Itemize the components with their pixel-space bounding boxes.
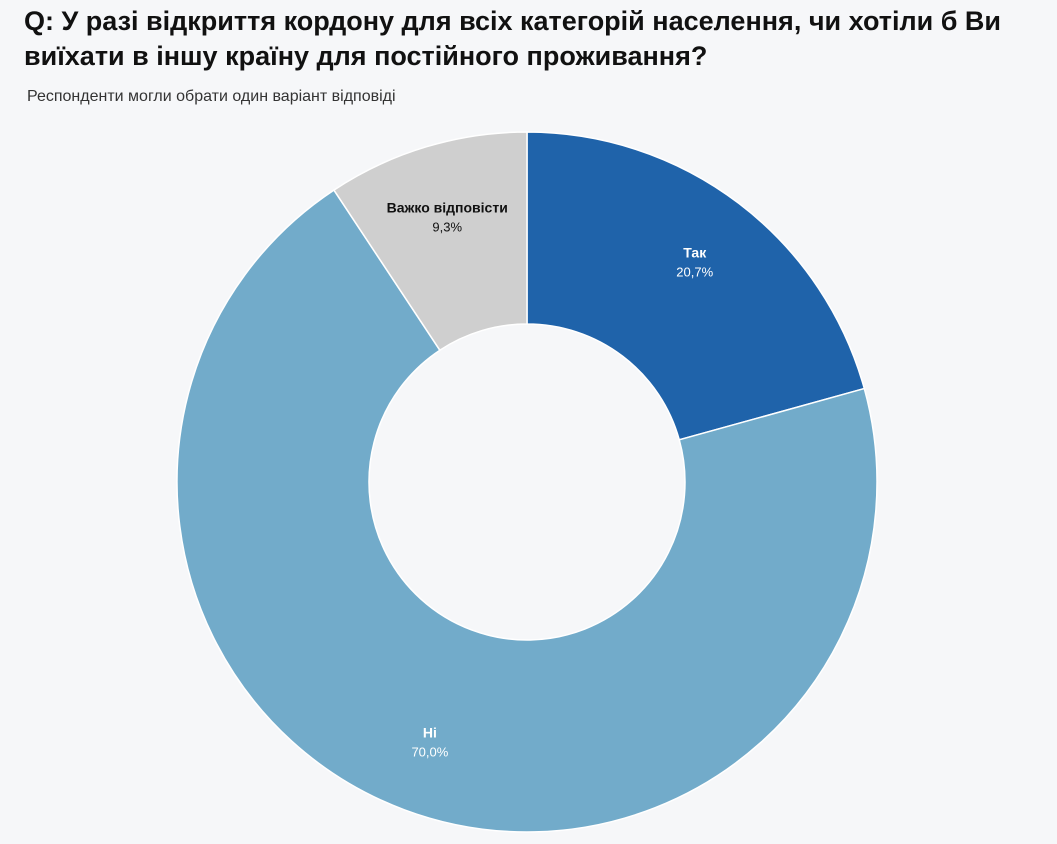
- slices-group: [176, 131, 878, 833]
- slice-value-2: 9,3%: [432, 220, 462, 235]
- slice-value-0: 20,7%: [676, 265, 713, 280]
- chart-subtitle: Респонденти могли обрати один варіант ві…: [27, 88, 396, 105]
- slice-value-1: 70,0%: [411, 744, 448, 759]
- slice-label-0: Так: [683, 245, 707, 261]
- labels-group: Так 20,7% Ні 70,0% Важко відповісти 9,3%: [387, 200, 714, 760]
- slice-label-2: Важко відповісти: [387, 200, 508, 216]
- slice-0[interactable]: [526, 131, 866, 441]
- slice-2[interactable]: [332, 131, 528, 352]
- slice-1[interactable]: [176, 189, 878, 833]
- slice-label-1: Ні: [423, 724, 437, 740]
- chart-title: Q: У разі відкриття кордону для всіх кат…: [24, 6, 1002, 71]
